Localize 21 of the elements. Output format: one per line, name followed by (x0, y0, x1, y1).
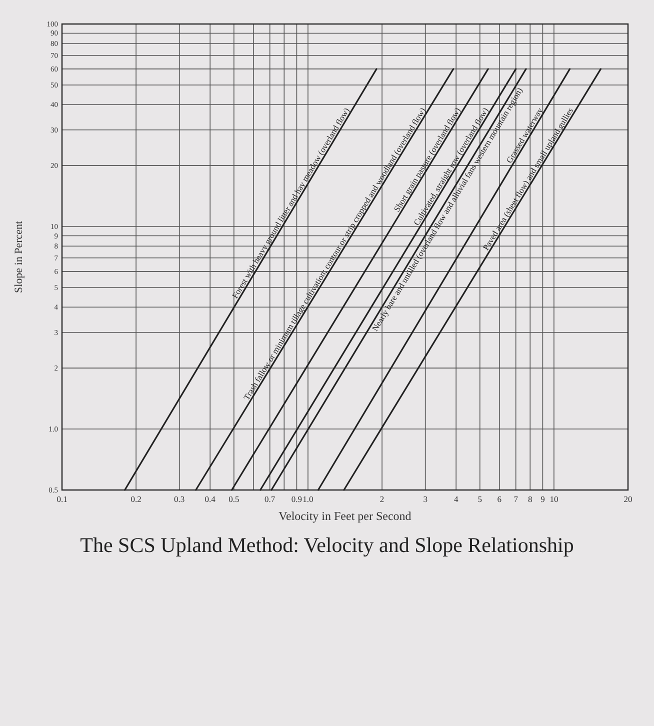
text: The SCS Upland Method: Velocity and Slope Relationship (80, 533, 574, 557)
x-tick-label: 9 (540, 494, 545, 504)
x-tick-label: 7 (514, 494, 518, 504)
x-tick-label: 0.1 (56, 494, 68, 504)
x-tick-label: 20 (624, 494, 632, 504)
x-tick-label: 4 (454, 494, 459, 504)
x-tick-label: 3 (423, 494, 428, 504)
x-tick-label: 10 (550, 494, 558, 504)
x-tick-label: 2 (380, 494, 384, 504)
x-tick-label: 8 (528, 494, 532, 504)
x-tick-label: 6 (497, 494, 502, 504)
x-axis-title: Velocity in Feet per Second (278, 509, 412, 523)
x-tick-label: 0.9 (291, 494, 302, 504)
x-tick-label: 0.4 (204, 494, 216, 504)
x-tick-label: 0.2 (130, 494, 142, 504)
x-tick-label: 1.0 (302, 494, 314, 504)
x-tick-label: 0.3 (174, 494, 185, 504)
x-tick-label: 5 (478, 494, 482, 504)
y-axis-title: Slope in Percent (13, 220, 25, 294)
x-tick-label: 0.5 (228, 494, 240, 504)
x-tick-label: 0.7 (264, 494, 276, 504)
